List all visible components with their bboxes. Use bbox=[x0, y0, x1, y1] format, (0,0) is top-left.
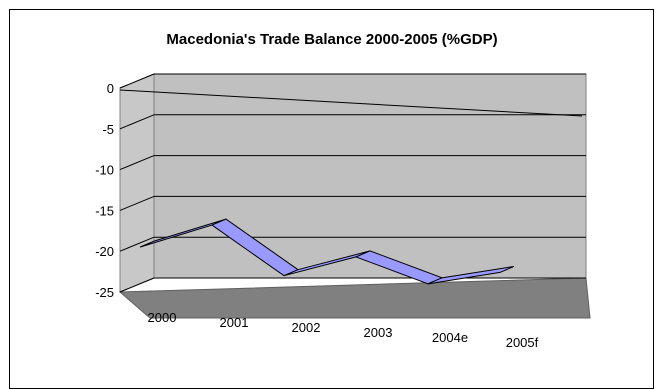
gridline-side bbox=[119, 73, 155, 89]
x-tick-label: 2004e bbox=[432, 330, 468, 345]
zero-baseline bbox=[119, 89, 583, 117]
y-tick-label: 0 bbox=[107, 81, 114, 96]
floor bbox=[118, 277, 591, 319]
side-wall bbox=[119, 73, 155, 293]
x-tick-label: 2003 bbox=[364, 325, 393, 340]
x-axis-tick-labels: 2000 2001 2002 2003 2004e 2005f bbox=[148, 310, 539, 350]
y-tick-label: -10 bbox=[95, 163, 114, 178]
gridlines bbox=[119, 73, 586, 293]
chart-title: Macedonia's Trade Balance 2000-2005 (%GD… bbox=[166, 31, 497, 48]
y-tick-label: -15 bbox=[95, 203, 114, 218]
x-tick-label: 2001 bbox=[220, 315, 249, 330]
gridline-side bbox=[119, 236, 155, 252]
back-wall bbox=[153, 73, 587, 279]
y-tick-label: -20 bbox=[95, 244, 114, 259]
series-ribbon bbox=[139, 218, 515, 285]
ribbon-segment bbox=[427, 265, 515, 285]
y-axis-tick-labels: 0 -5 -10 -15 -20 -25 bbox=[95, 81, 114, 300]
gridline-side bbox=[119, 114, 155, 130]
y-tick-label: -5 bbox=[102, 122, 114, 137]
x-tick-label: 2000 bbox=[148, 310, 177, 325]
gridline-side bbox=[119, 155, 155, 171]
gridline-side bbox=[119, 195, 155, 211]
gridline-side bbox=[119, 277, 155, 293]
y-tick-label: -25 bbox=[95, 285, 114, 300]
x-tick-label: 2005f bbox=[506, 335, 539, 350]
x-tick-label: 2002 bbox=[292, 320, 321, 335]
